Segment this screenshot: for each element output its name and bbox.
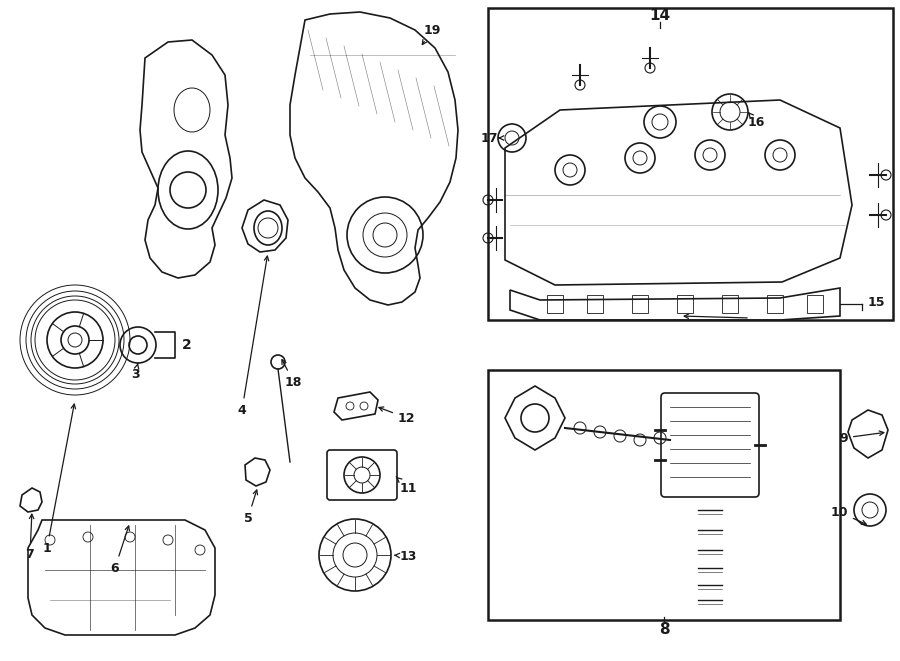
Text: 4: 4: [238, 256, 269, 416]
Text: 1: 1: [42, 404, 76, 555]
Bar: [807, 295, 823, 313]
Text: 14: 14: [650, 9, 670, 24]
Text: 16: 16: [748, 112, 765, 128]
Bar: [677, 295, 693, 313]
Text: 8: 8: [659, 623, 670, 637]
Text: 19: 19: [422, 24, 441, 44]
Bar: [632, 295, 648, 313]
Bar: [722, 295, 738, 313]
Text: 7: 7: [25, 514, 34, 561]
Text: 17: 17: [481, 132, 498, 145]
Bar: [547, 295, 563, 313]
Text: 5: 5: [244, 490, 257, 524]
Text: 9: 9: [840, 431, 884, 444]
Text: 18: 18: [282, 360, 302, 389]
Bar: [767, 295, 783, 313]
Text: 15: 15: [868, 295, 886, 309]
Bar: [587, 295, 603, 313]
Bar: [488, 370, 840, 620]
Text: 6: 6: [111, 526, 130, 574]
Text: 10: 10: [831, 506, 866, 524]
Text: 12: 12: [379, 407, 416, 424]
Text: 2: 2: [182, 338, 192, 352]
Text: 13: 13: [394, 549, 418, 563]
Text: 11: 11: [396, 477, 418, 494]
Bar: [488, 8, 893, 320]
Text: 3: 3: [130, 363, 140, 381]
